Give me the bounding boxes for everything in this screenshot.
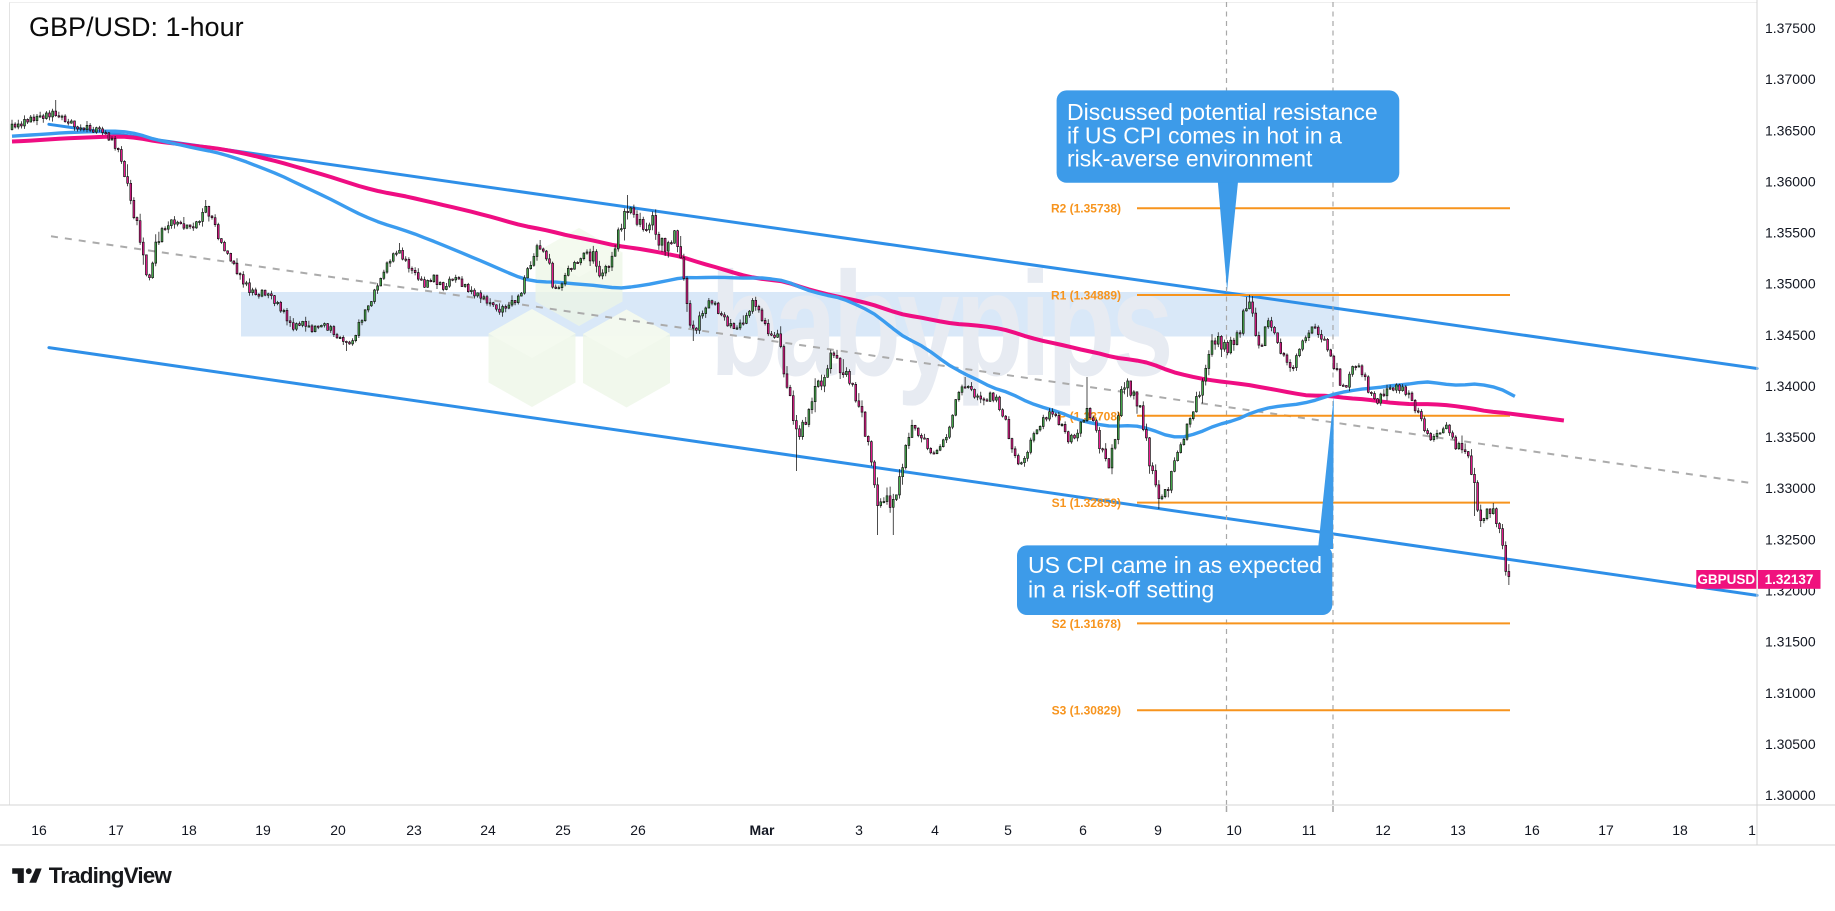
svg-text:20: 20: [330, 822, 346, 838]
svg-text:1.33000: 1.33000: [1765, 480, 1816, 496]
svg-text:9: 9: [1154, 822, 1162, 838]
svg-text:18: 18: [1672, 822, 1688, 838]
svg-text:25: 25: [555, 822, 571, 838]
svg-text:1.37000: 1.37000: [1765, 71, 1816, 87]
svg-text:1.31500: 1.31500: [1765, 634, 1816, 650]
svg-text:TradingView: TradingView: [49, 863, 173, 888]
svg-text:1.34500: 1.34500: [1765, 327, 1816, 343]
svg-text:11: 11: [1302, 822, 1317, 838]
svg-text:1.34000: 1.34000: [1765, 378, 1816, 394]
svg-text:1.30500: 1.30500: [1765, 736, 1816, 752]
svg-text:1.37500: 1.37500: [1765, 20, 1816, 36]
svg-text:12: 12: [1375, 822, 1391, 838]
svg-text:17: 17: [1598, 822, 1614, 838]
svg-text:Discussed potential resistance: Discussed potential resistance: [1067, 99, 1378, 125]
svg-text:4: 4: [931, 822, 939, 838]
svg-text:6: 6: [1079, 822, 1087, 838]
svg-text:1.36500: 1.36500: [1765, 122, 1816, 138]
svg-text:Mar: Mar: [750, 822, 775, 838]
svg-text:24: 24: [480, 822, 496, 838]
svg-text:3: 3: [855, 822, 863, 838]
svg-text:risk-averse environment: risk-averse environment: [1067, 146, 1313, 172]
svg-text:16: 16: [1524, 822, 1540, 838]
svg-text:1: 1: [1748, 822, 1756, 838]
svg-text:1.35000: 1.35000: [1765, 276, 1816, 292]
svg-text:1.30000: 1.30000: [1765, 787, 1816, 803]
svg-text:in a risk-off setting: in a risk-off setting: [1028, 577, 1214, 603]
svg-text:1.35500: 1.35500: [1765, 225, 1816, 241]
svg-text:17: 17: [108, 822, 124, 838]
svg-text:S3 (1.30829): S3 (1.30829): [1052, 704, 1121, 718]
svg-text:26: 26: [630, 822, 646, 838]
svg-text:5: 5: [1004, 822, 1012, 838]
svg-text:1.36000: 1.36000: [1765, 173, 1816, 189]
svg-text:S1 (1.32859): S1 (1.32859): [1052, 496, 1121, 510]
svg-text:1.31000: 1.31000: [1765, 685, 1816, 701]
svg-text:19: 19: [255, 822, 271, 838]
svg-text:13: 13: [1450, 822, 1466, 838]
svg-text:GBP/USD: 1-hour: GBP/USD: 1-hour: [29, 12, 244, 42]
svg-text:23: 23: [406, 822, 422, 838]
svg-text:babypips: babypips: [710, 241, 1170, 407]
svg-text:1.32137: 1.32137: [1765, 572, 1814, 587]
svg-text:S2 (1.31678): S2 (1.31678): [1052, 617, 1121, 631]
svg-text:16: 16: [31, 822, 47, 838]
svg-text:18: 18: [181, 822, 197, 838]
svg-text:10: 10: [1226, 822, 1242, 838]
svg-text:1.33500: 1.33500: [1765, 429, 1816, 445]
svg-text:R2 (1.35738): R2 (1.35738): [1051, 202, 1121, 216]
svg-text:GBPUSD: GBPUSD: [1697, 572, 1755, 587]
svg-text:if US CPI comes in hot in a: if US CPI comes in hot in a: [1067, 122, 1342, 148]
svg-text:1.32500: 1.32500: [1765, 531, 1816, 547]
svg-text:R1 (1.34889): R1 (1.34889): [1051, 289, 1121, 303]
svg-text:US CPI came in as expected: US CPI came in as expected: [1028, 552, 1322, 578]
